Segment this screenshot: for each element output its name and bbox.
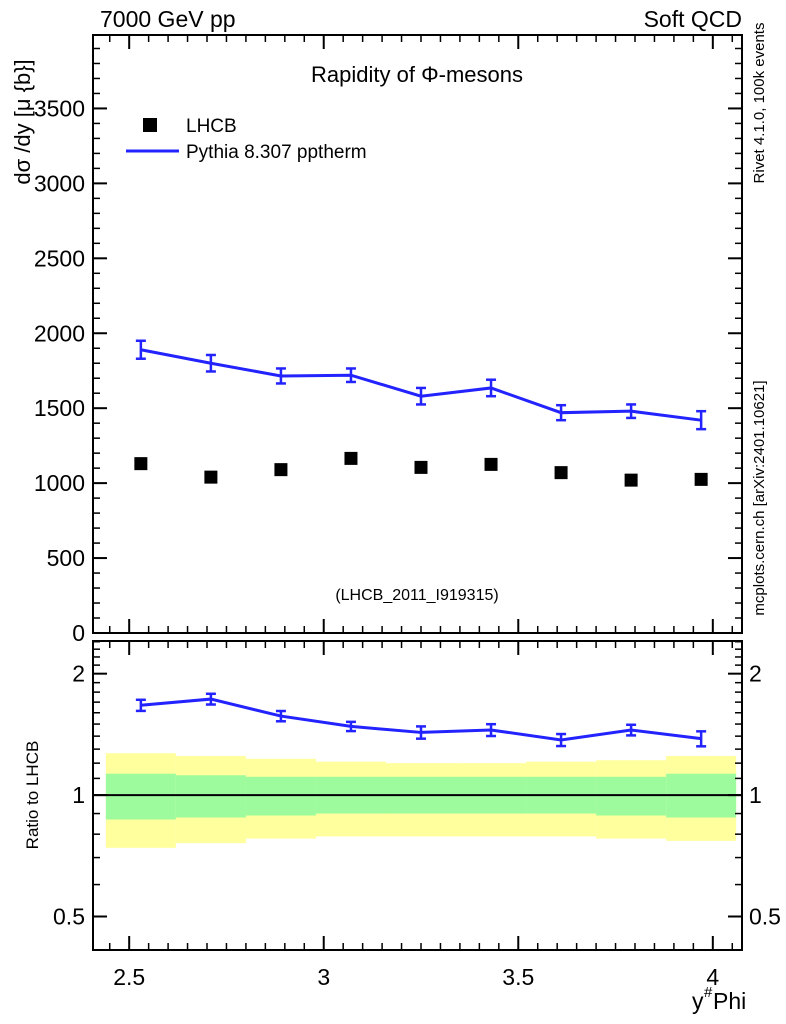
legend: LHCB Pythia 8.307 pptherm [126, 116, 367, 163]
uncertainty-band-inner [175, 775, 246, 818]
lhcb-data-point [274, 463, 288, 477]
x-axis-label-sup: # [704, 984, 713, 1001]
header-process-group: Soft QCD [644, 6, 742, 32]
lhcb-data-point [414, 460, 428, 474]
x-tick-label: 3 [317, 964, 330, 990]
x-tick-label: 4 [706, 964, 719, 990]
lhcb-data-point [624, 473, 638, 487]
uncertainty-band-inner [105, 773, 176, 820]
lhcb-data-point [554, 466, 568, 480]
legend-marker-lhcb [143, 118, 157, 132]
lhcb-data-point [484, 457, 498, 471]
x-axis-label: y # Phi [692, 984, 746, 1014]
y-tick-label: 2000 [34, 320, 85, 346]
header-beam-energy: 7000 GeV pp [100, 6, 236, 32]
ratio-y-tick-label: 1 [72, 782, 85, 808]
analysis-watermark: (LHCB_2011_I919315) [335, 587, 498, 604]
x-axis-label-base: y [692, 988, 704, 1014]
main-y-axis-label: dσ /dy [μ {b}] [10, 59, 35, 184]
lhcb-data-point [694, 472, 708, 486]
x-tick-label: 2.5 [113, 964, 145, 990]
y-tick-label: 3000 [34, 170, 85, 196]
uncertainty-band-inner [245, 776, 316, 816]
mcplots-arxiv-credit: mcplots.cern.ch [arXiv:2401.10621] [751, 380, 768, 615]
uncertainty-band-inner [596, 776, 667, 816]
ratio-y-tick-label: 2 [72, 661, 85, 687]
y-tick-label: 1000 [34, 470, 85, 496]
lhcb-data-point [204, 470, 218, 484]
x-tick-label: 3.5 [502, 964, 534, 990]
ratio-y-tick-label-right: 2 [749, 661, 762, 687]
ratio-panel: 2.5 3 3.5 4 0.5 0.5 1 1 2 2 [53, 640, 781, 990]
y-tick-label: 0 [72, 620, 85, 646]
y-tick-label: 1500 [34, 395, 85, 421]
main-panel: 0 500 1000 1500 2000 2500 3000 3500 [34, 34, 743, 646]
legend-label-lhcb: LHCB [186, 116, 237, 137]
legend-label-pythia: Pythia 8.307 pptherm [186, 142, 367, 163]
y-tick-label: 3500 [34, 95, 85, 121]
y-tick-label: 2500 [34, 245, 85, 271]
pythia-line [140, 348, 702, 422]
lhcb-data-point [134, 457, 148, 471]
ratio-y-tick-label: 0.5 [53, 904, 85, 930]
ratio-y-tick-label-right: 1 [749, 782, 762, 808]
rivet-version-credit: Rivet 4.1.0, 100k events [751, 23, 768, 184]
lhcb-data-point [344, 451, 358, 465]
ratio-y-tick-label-right: 0.5 [749, 904, 781, 930]
ratio-y-axis-label: Ratio to LHCB [23, 741, 42, 850]
y-tick-label: 500 [47, 545, 85, 571]
x-axis-label-rest: Phi [713, 988, 746, 1014]
plot-title: Rapidity of Φ-mesons [311, 62, 523, 87]
